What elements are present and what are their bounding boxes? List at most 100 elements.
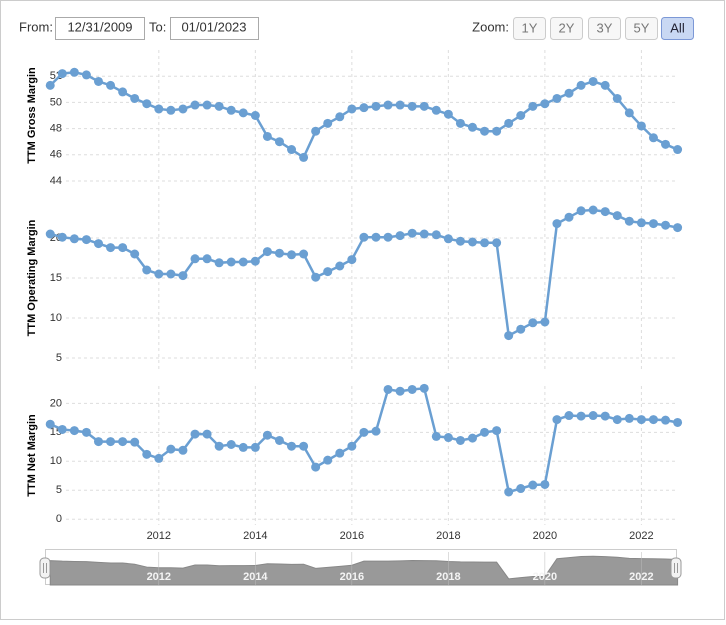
data-point — [455, 118, 465, 128]
x-tick-label: 2020 — [533, 530, 557, 542]
data-point — [311, 126, 321, 136]
data-point — [45, 229, 55, 239]
zoom-button[interactable] — [513, 17, 546, 40]
data-point — [359, 232, 369, 242]
data-point — [57, 232, 67, 242]
data-point — [648, 415, 658, 425]
data-point — [576, 411, 586, 421]
data-point — [540, 479, 550, 489]
y-axis-label: TTM Gross Margin — [26, 67, 38, 164]
data-point — [419, 101, 429, 111]
navigator-label: 2012 — [147, 571, 171, 583]
x-tick-label: 2012 — [147, 530, 171, 542]
data-point — [323, 118, 333, 128]
data-point — [274, 137, 284, 147]
data-point — [540, 317, 550, 327]
data-point — [359, 103, 369, 113]
zoom-button-label[interactable]: 3Y — [597, 20, 613, 35]
data-point — [335, 448, 345, 458]
data-point — [226, 257, 236, 267]
data-point — [395, 386, 405, 396]
data-point — [130, 437, 140, 447]
data-point — [504, 118, 514, 128]
data-point — [299, 441, 309, 451]
data-point — [118, 243, 128, 253]
data-point — [455, 236, 465, 246]
data-point — [238, 257, 248, 267]
data-point — [93, 437, 103, 447]
data-point — [576, 206, 586, 216]
navigator-label: 2022 — [629, 571, 653, 583]
data-point — [45, 80, 55, 90]
y-tick-label: 44 — [50, 175, 62, 187]
data-point — [636, 218, 646, 228]
data-point — [130, 249, 140, 259]
x-tick-label: 2016 — [340, 530, 364, 542]
navigator-handle[interactable] — [39, 557, 51, 579]
data-point — [443, 433, 453, 443]
data-point — [492, 426, 502, 436]
from-input[interactable] — [55, 17, 145, 40]
data-point — [383, 100, 393, 110]
data-point — [588, 205, 598, 215]
zoom-button[interactable] — [588, 17, 621, 40]
data-point — [480, 427, 490, 437]
data-point — [311, 272, 321, 282]
zoom-button[interactable] — [625, 17, 658, 40]
zoom-button-label[interactable]: 1Y — [522, 20, 538, 35]
y-tick-label: 5 — [56, 484, 62, 496]
to-input[interactable] — [170, 17, 259, 40]
navigator-label: 2016 — [340, 571, 364, 583]
zoom-button-label[interactable]: 5Y — [634, 20, 650, 35]
data-point — [528, 101, 538, 111]
data-point — [431, 105, 441, 115]
data-point — [600, 411, 610, 421]
data-point — [335, 112, 345, 122]
zoom-button[interactable] — [550, 17, 583, 40]
data-point — [564, 88, 574, 98]
data-point — [81, 235, 91, 245]
data-point — [480, 238, 490, 248]
to-value[interactable]: 01/01/2023 — [181, 19, 246, 34]
x-tick-label: 2018 — [436, 530, 460, 542]
data-point — [347, 104, 357, 114]
data-point — [407, 384, 417, 394]
data-point — [178, 104, 188, 114]
data-point — [504, 487, 514, 497]
data-point — [118, 87, 128, 97]
data-point — [202, 254, 212, 264]
data-point — [612, 415, 622, 425]
navigator-label: 2020 — [533, 571, 557, 583]
navigator-handle[interactable] — [670, 557, 682, 579]
data-point — [467, 237, 477, 247]
data-point — [528, 480, 538, 490]
data-point — [45, 419, 55, 429]
data-point — [154, 269, 164, 279]
data-point — [323, 455, 333, 465]
y-tick-label: 5 — [56, 352, 62, 364]
zoom-button[interactable] — [661, 17, 694, 40]
data-point — [467, 122, 477, 132]
data-point — [636, 415, 646, 425]
zoom-button-label[interactable]: 2Y — [559, 20, 575, 35]
data-point — [202, 429, 212, 439]
data-point — [431, 431, 441, 441]
data-point — [118, 437, 128, 447]
data-point — [250, 256, 260, 266]
from-value[interactable]: 12/31/2009 — [67, 19, 132, 34]
data-point — [154, 104, 164, 114]
zoom-label: Zoom: — [472, 19, 509, 34]
data-point — [274, 435, 284, 445]
y-axis-label: TTM Net Margin — [26, 414, 38, 497]
data-point — [226, 105, 236, 115]
zoom-button-label[interactable]: All — [670, 20, 685, 35]
data-point — [69, 234, 79, 244]
data-point — [661, 220, 671, 230]
data-point — [250, 111, 260, 120]
data-point — [492, 238, 502, 248]
data-point — [371, 101, 381, 111]
data-point — [214, 258, 224, 268]
data-point — [166, 444, 176, 454]
x-tick-label: 2022 — [629, 530, 653, 542]
